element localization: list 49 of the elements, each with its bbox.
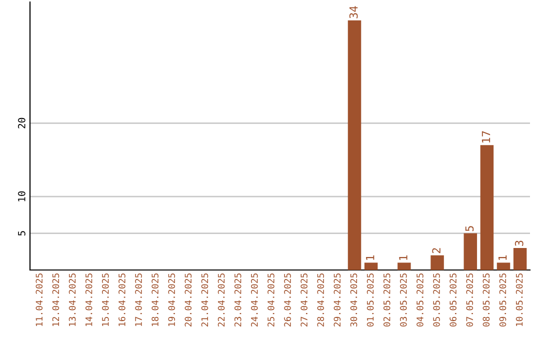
x-tick-label: 08.05.2025 [482, 274, 490, 327]
data-label: 5 [465, 226, 474, 232]
bar [364, 262, 378, 270]
x-tick-label: 29.04.2025 [334, 274, 341, 326]
x-tick-label: 01.05.2025 [366, 274, 374, 327]
bar [348, 20, 362, 270]
x-tick-label: 10.05.2025 [516, 274, 523, 326]
x-tick-label: 25.04.2025 [268, 274, 274, 326]
data-label: 17 [482, 131, 490, 142]
y-tick-label: 20 [18, 118, 26, 128]
x-tick-label: 17.04.2025 [135, 274, 142, 326]
x-tick-label: 14.04.2025 [85, 274, 92, 326]
y-tick-label: 5 [18, 231, 26, 236]
x-tick-label: 04.05.2025 [416, 274, 424, 327]
data-label: 3 [514, 240, 524, 246]
bar [398, 262, 411, 270]
x-tick-label: 23.04.2025 [234, 274, 242, 326]
x-tick-label: 15.04.2025 [102, 274, 109, 326]
data-label: 1 [399, 255, 408, 260]
bar [430, 255, 444, 270]
x-tick-label: 28.04.2025 [317, 274, 324, 326]
x-tick-label: 13.04.2025 [68, 274, 76, 326]
x-tick-label: 11.04.2025 [36, 274, 43, 326]
x-tick-label: 03.05.2025 [400, 274, 407, 327]
x-tick-label: 27.04.2025 [300, 274, 308, 326]
x-tick-label: 02.05.2025 [383, 274, 390, 327]
x-tick-label: 07.05.2025 [466, 274, 474, 327]
y-tick-label: 10 [18, 191, 26, 202]
x-tick-label: 06.05.2025 [450, 274, 456, 327]
x-tick-label: 24.04.2025 [250, 274, 258, 326]
data-label: 1 [498, 255, 507, 260]
x-tick-label: 20.04.2025 [184, 274, 192, 326]
bar [496, 262, 510, 270]
data-label: 34 [349, 6, 358, 18]
bar [464, 233, 478, 270]
x-tick-label: 09.05.2025 [499, 274, 506, 327]
data-label: 1 [366, 255, 374, 260]
x-tick-label: 22.04.2025 [218, 274, 225, 326]
x-tick-label: 30.04.2025 [350, 274, 358, 327]
bar [513, 248, 527, 270]
bar [480, 145, 494, 270]
x-tick-label: 18.04.2025 [152, 274, 158, 326]
x-tick-label: 19.04.2025 [168, 274, 176, 326]
data-label: 2 [432, 248, 440, 254]
x-tick-label: 05.05.2025 [433, 274, 440, 327]
x-tick-label: 16.04.2025 [118, 274, 126, 326]
x-tick-label: 26.04.2025 [284, 274, 291, 326]
x-tick-label: 21.04.2025 [201, 274, 208, 326]
x-tick-label: 12.04.2025 [52, 274, 60, 326]
